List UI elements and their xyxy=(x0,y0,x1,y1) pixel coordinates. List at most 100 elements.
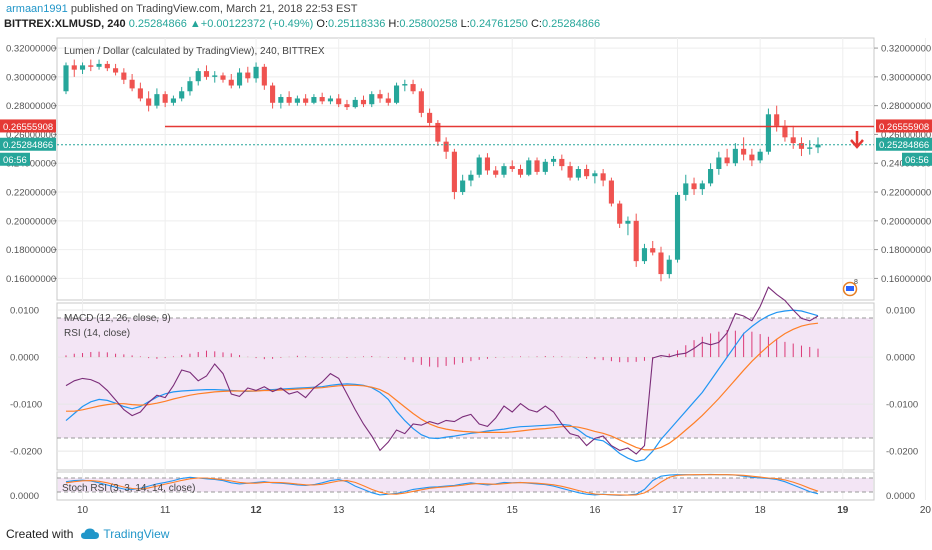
candle-body xyxy=(245,72,251,79)
candle-body xyxy=(807,147,813,149)
y-tick-label-left: 0.30000000 xyxy=(6,72,56,83)
publisher-username[interactable]: armaan1991 xyxy=(6,3,68,15)
candle-body xyxy=(393,85,400,103)
candle-body xyxy=(683,183,689,195)
y-tick-label-left: 0.28000000 xyxy=(6,101,56,112)
candle-body xyxy=(608,180,614,204)
last-price-label-right-bg xyxy=(876,137,932,151)
candle-body xyxy=(749,154,755,161)
candle-body xyxy=(212,75,218,77)
rsi-title: RSI (14, close) xyxy=(64,328,130,339)
x-tick-label: 19 xyxy=(837,505,849,516)
event-icon-flag xyxy=(846,286,854,291)
y-tick-label-left: 0.26000000 xyxy=(6,130,56,141)
candle-body xyxy=(567,166,573,178)
low-label: L: xyxy=(460,18,470,30)
close-value: 0.25284866 xyxy=(541,18,601,30)
candle-body xyxy=(741,148,747,155)
trading-chart[interactable]: 101112131415161718192021220.320000000.32… xyxy=(0,0,932,520)
stoch-title: Stoch RSI (3, 3, 14, 14, close) xyxy=(62,483,195,494)
candle-body xyxy=(493,170,499,175)
candle-body xyxy=(402,84,408,86)
candle-body xyxy=(311,97,317,103)
stoch-tick-right: 0.0000 xyxy=(886,491,915,502)
candle-body xyxy=(732,148,738,164)
candle-body xyxy=(435,122,441,142)
candle-body xyxy=(71,65,77,70)
y-tick-label-left: 0.22000000 xyxy=(6,188,56,199)
candle-body xyxy=(509,166,515,169)
macd-tick-left: 0.0100 xyxy=(10,306,39,317)
candle-body xyxy=(460,180,466,193)
macd-tick-left: -0.0200 xyxy=(10,447,42,458)
candle-body xyxy=(724,157,730,164)
candle-body xyxy=(63,65,69,92)
candle-body xyxy=(121,72,127,80)
y-tick-label-right: 0.26000000 xyxy=(881,130,931,141)
x-tick-label: 16 xyxy=(589,505,601,516)
y-tick-label-right: 0.18000000 xyxy=(881,245,931,256)
x-tick-label: 18 xyxy=(755,505,767,516)
created-with-text: Created with xyxy=(6,527,74,541)
candle-body xyxy=(451,151,457,193)
candle-body xyxy=(666,259,672,275)
candle-body xyxy=(319,97,325,102)
macd-title: MACD (12, 26, close, 9) xyxy=(64,313,171,324)
candle-body xyxy=(790,137,796,144)
candle-body xyxy=(765,114,771,152)
candle-body xyxy=(542,161,548,172)
open-label: O: xyxy=(316,18,329,30)
y-tick-label-left: 0.18000000 xyxy=(6,245,56,256)
candle-body xyxy=(782,125,788,138)
candle-body xyxy=(79,65,86,70)
countdown-left-bg xyxy=(0,152,30,166)
candle-body xyxy=(129,79,135,89)
rsi-line xyxy=(65,286,819,455)
event-count: 8 xyxy=(854,279,858,286)
candle-body xyxy=(501,166,507,175)
candle-body xyxy=(162,94,168,103)
candle-body xyxy=(526,160,532,175)
candle-body xyxy=(443,141,449,152)
candle-body xyxy=(294,98,300,103)
resistance-label-right-bg xyxy=(876,119,932,133)
x-tick-label: 15 xyxy=(507,505,519,516)
tradingview-brand[interactable]: TradingView xyxy=(103,527,170,541)
x-tick-label: 14 xyxy=(424,505,436,516)
y-tick-label-left: 0.20000000 xyxy=(6,216,56,227)
candle-body xyxy=(270,85,276,103)
x-tick-label: 12 xyxy=(251,505,263,516)
candle-body xyxy=(187,81,193,92)
resistance-label-left-bg xyxy=(0,119,56,133)
candle-body xyxy=(236,72,243,86)
y-tick-label-right: 0.22000000 xyxy=(881,188,931,199)
macd-line xyxy=(65,309,819,463)
candle-body xyxy=(774,114,780,126)
macd-tick-right: 0.0100 xyxy=(886,306,915,317)
candle-body xyxy=(617,203,623,224)
price-change: +0.00122372 (+0.49%) xyxy=(200,18,314,30)
y-tick-label-left: 0.24000000 xyxy=(6,159,56,170)
candle-body xyxy=(377,94,383,99)
candle-body xyxy=(584,169,590,177)
candle-body xyxy=(137,88,143,99)
resistance-label-right: 0.26555908 xyxy=(879,122,929,133)
candle-body xyxy=(303,98,309,103)
candle-body xyxy=(592,173,598,177)
y-tick-label-right: 0.16000000 xyxy=(881,274,931,285)
candle-body xyxy=(691,183,697,190)
candle-body xyxy=(113,68,119,73)
candle-body xyxy=(650,248,656,253)
candle-body xyxy=(757,151,763,161)
stoch-d-line xyxy=(65,474,819,496)
y-tick-label-left: 0.16000000 xyxy=(6,274,56,285)
countdown-left: 06:56 xyxy=(3,155,27,166)
candle-body xyxy=(559,158,565,167)
tradingview-cloud-icon xyxy=(81,528,100,539)
candle-body xyxy=(575,169,581,178)
candle-body xyxy=(179,91,185,99)
candle-body xyxy=(104,63,110,69)
high-label: H: xyxy=(388,18,400,30)
candle-body xyxy=(146,98,152,106)
signal-line xyxy=(66,322,819,451)
